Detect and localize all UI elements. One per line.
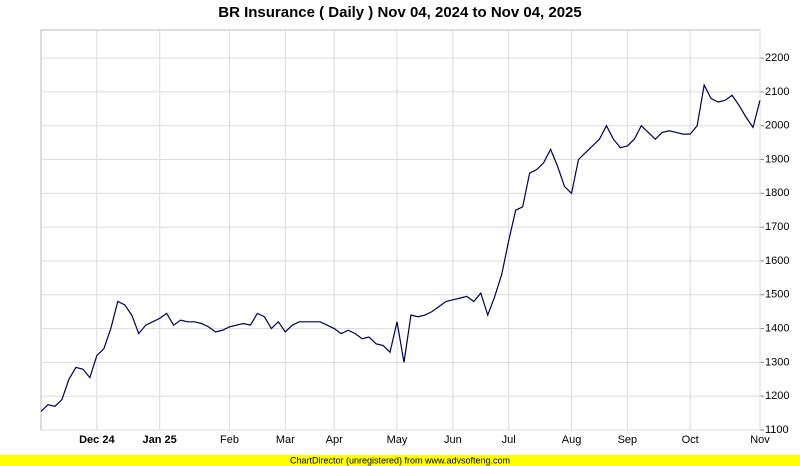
x-tick-label: Apr [326,434,343,446]
x-tick-label: May [387,434,408,446]
plot-area [40,29,761,431]
y-tick-label: 2000 [765,120,789,132]
x-tick-label: Jun [444,434,462,446]
x-tick-label: Feb [220,434,239,446]
x-tick-label: Jan 25 [143,434,177,446]
footer: ChartDirector (unregistered) from www.ad… [290,455,510,465]
y-tick-label: 1400 [765,322,789,334]
x-tick-label: Dec 24 [79,434,115,446]
y-tick-label: 1900 [765,153,789,165]
y-tick-label: 1800 [765,187,789,199]
footer-band [0,455,800,466]
chart-title: BR Insurance ( Daily ) Nov 04, 2024 to N… [218,4,582,21]
y-tick-label: 1500 [765,289,789,301]
x-tick-label: Mar [276,434,295,446]
y-tick-label: 1700 [765,221,789,233]
x-tick-label: Aug [562,434,582,446]
y-tick-label: 1600 [765,255,789,267]
x-tick-label: Sep [618,434,638,446]
y-tick-label: 1200 [765,390,789,402]
x-tick-label: Nov [750,434,770,446]
x-tick-label: Oct [682,434,699,446]
y-tick-label: 1100 [765,424,789,436]
price-line [40,83,761,412]
y-tick-label: 2100 [765,86,789,98]
y-tick-label: 1300 [765,356,789,368]
x-tick-label: Jul [502,434,516,446]
y-tick-label: 2200 [765,52,789,64]
